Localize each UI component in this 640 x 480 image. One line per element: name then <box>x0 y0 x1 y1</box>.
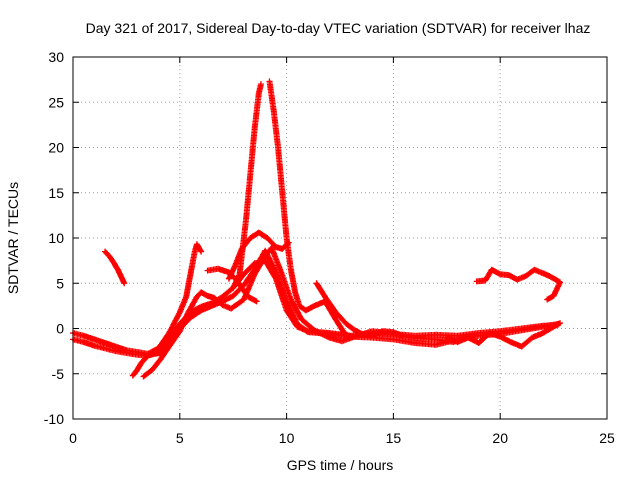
y-tick-label: 10 <box>48 230 64 246</box>
x-tick-label: 0 <box>69 430 77 446</box>
series-markers <box>443 320 564 350</box>
x-axis-label: GPS time / hours <box>287 457 394 473</box>
series-track-12 <box>473 266 563 303</box>
y-tick-label: -10 <box>44 411 64 427</box>
x-tick-label: 15 <box>386 430 402 446</box>
x-tick-label: 20 <box>492 430 508 446</box>
series-track-4 <box>155 241 205 352</box>
series-track-9 <box>313 280 405 339</box>
series-track-8 <box>266 78 354 341</box>
y-axis-label: SDTVAR / TECUs <box>5 182 21 294</box>
series-track-10 <box>102 248 128 287</box>
series-track-11 <box>129 336 177 379</box>
y-tick-label: 30 <box>48 49 64 65</box>
series-markers <box>313 280 405 339</box>
y-tick-label: 5 <box>56 275 64 291</box>
series-markers <box>266 78 354 341</box>
series-markers <box>473 266 563 303</box>
data-points <box>70 78 564 380</box>
series-markers <box>129 336 177 379</box>
series-track-7 <box>230 81 264 291</box>
y-tick-label: 15 <box>48 185 64 201</box>
y-tick-label: 0 <box>56 321 64 337</box>
y-tick-label: 25 <box>48 94 64 110</box>
y-tick-label: -5 <box>52 366 65 382</box>
x-axis-ticks: 0 5 10 15 20 25 <box>69 57 615 446</box>
y-tick-label: 20 <box>48 140 64 156</box>
x-tick-label: 25 <box>599 430 615 446</box>
x-tick-label: 5 <box>176 430 184 446</box>
chart-title: Day 321 of 2017, Sidereal Day-to-day VTE… <box>86 20 591 36</box>
series-markers <box>155 241 205 352</box>
series-markers <box>102 248 128 287</box>
series-markers <box>230 81 264 291</box>
y-axis-ticks: -10 -5 0 5 10 15 20 25 30 <box>44 49 607 427</box>
x-tick-label: 10 <box>279 430 295 446</box>
series-track-13 <box>443 320 564 350</box>
